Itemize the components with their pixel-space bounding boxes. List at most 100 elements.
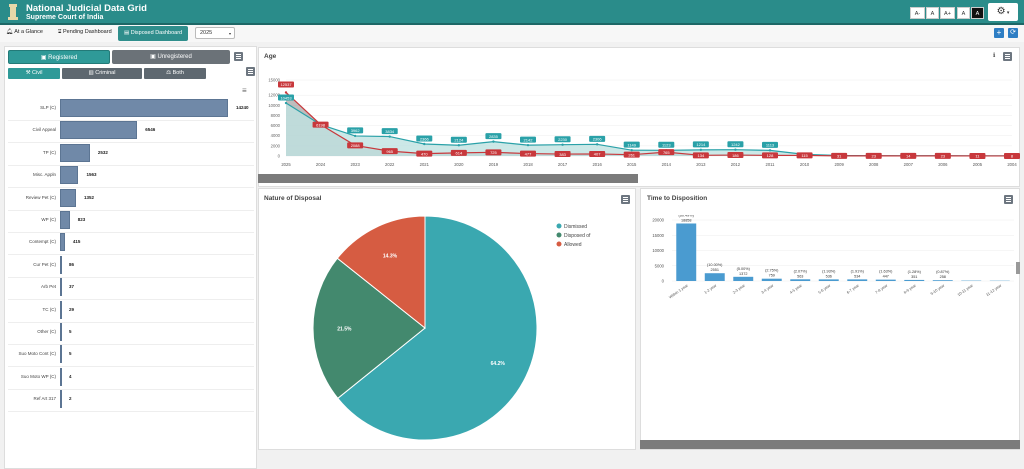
- disposal-menu-icon[interactable]: [621, 195, 630, 204]
- case-type-bar[interactable]: [60, 300, 62, 319]
- tab-registered[interactable]: ▣ Registered: [8, 50, 110, 64]
- time-menu-icon[interactable]: [1004, 195, 1013, 204]
- row-divider: [8, 344, 254, 345]
- case-type-bar[interactable]: [60, 345, 62, 364]
- case-type-bar[interactable]: [60, 255, 62, 274]
- case-type-bar[interactable]: [60, 323, 62, 341]
- x-tick-label: 2020: [454, 162, 464, 167]
- age-value-label: 2142: [524, 137, 534, 142]
- case-type-bar[interactable]: [60, 99, 228, 117]
- age-value-label: 10453: [280, 95, 292, 100]
- age-value-label: 31: [837, 154, 842, 159]
- case-type-bar[interactable]: [60, 166, 79, 185]
- panel-menu-icon[interactable]: [234, 52, 243, 61]
- case-icon: ▣: [40, 55, 47, 61]
- age-point: [561, 143, 564, 146]
- age-value-label: 14: [906, 154, 911, 159]
- case-type-bar[interactable]: [60, 367, 62, 386]
- age-point: [492, 140, 495, 143]
- case-type-value: 86: [69, 261, 75, 267]
- age-label-box: [347, 127, 364, 134]
- tab-criminal[interactable]: ▥ Criminal: [62, 68, 142, 79]
- x-tick-label: 5-6 year: [818, 283, 832, 295]
- light-theme-button[interactable]: A: [957, 7, 970, 19]
- case-type-label: Suo Moto Cont (C): [18, 351, 56, 357]
- nav-disposed-label: Disposed Dashboard: [130, 30, 183, 36]
- value-label: 536: [826, 274, 832, 278]
- case-type-bar[interactable]: [60, 233, 65, 252]
- legend-label: Dismissed: [564, 224, 587, 230]
- pie-slice: [336, 215, 426, 330]
- refresh-button[interactable]: ⟳: [1008, 28, 1018, 38]
- time-scrollbar[interactable]: [640, 440, 1020, 449]
- case-type-bar[interactable]: [60, 278, 62, 297]
- age-label-box: [554, 136, 571, 143]
- tab-unregistered[interactable]: ▣ Unregistered: [112, 50, 230, 64]
- percent-label: (2.75%): [765, 269, 779, 273]
- y-tick-label: 4000: [271, 133, 281, 138]
- grid-menu-icon[interactable]: [246, 67, 255, 76]
- age-value-label: 614: [456, 151, 463, 156]
- nav-at-a-glance[interactable]: 🔔︎ At a Glance: [6, 29, 43, 35]
- y-tick-label: 0: [278, 154, 281, 159]
- case-type-bar[interactable]: [60, 188, 76, 207]
- x-tick-label: 2004: [1007, 162, 1017, 167]
- document-icon: ▤: [124, 30, 130, 36]
- case-type-bar[interactable]: [60, 121, 138, 140]
- case-type-value: 29: [69, 306, 75, 312]
- value-label: 759: [769, 274, 775, 278]
- tab-both[interactable]: ⚖ Both: [144, 68, 206, 79]
- x-tick-label: 2008: [869, 162, 879, 167]
- age-value-label: 470: [421, 151, 428, 156]
- time-bar-chart: 0 5000 10000 15000 20000 (60.49%)18858 Within …: [652, 215, 1014, 300]
- age-point: [595, 143, 599, 146]
- age-value-label: 1242: [731, 142, 741, 147]
- age-point: [526, 143, 530, 147]
- row-divider: [8, 276, 254, 278]
- age-value-label: 2366: [420, 136, 430, 141]
- age-label-box: [278, 94, 294, 101]
- case-type-bar[interactable]: [60, 143, 90, 162]
- nav-pending-dashboard[interactable]: ⌛︎ Pending Dashboard: [58, 29, 112, 36]
- legend-marker: [556, 223, 562, 229]
- x-tick-label: 9-10 year: [930, 283, 946, 296]
- age-label-box: [589, 150, 606, 157]
- age-menu-icon[interactable]: [1003, 52, 1012, 61]
- scales-icon: ⚖: [166, 70, 172, 76]
- case-type-bar[interactable]: [60, 390, 62, 409]
- font-normal-button[interactable]: A: [926, 7, 939, 19]
- case-type-label: SLP (C): [40, 105, 56, 110]
- case-type-label: Review Pet (C): [25, 194, 56, 200]
- font-decrease-button[interactable]: A-: [910, 7, 925, 19]
- building-icon: ▥: [88, 70, 94, 76]
- year-select[interactable]: 2025 ▾: [195, 27, 235, 39]
- hamburger-icon[interactable]: ≡: [242, 86, 247, 95]
- percent-label: (1.93%): [822, 269, 836, 273]
- x-tick-label: 6-7 year: [846, 283, 860, 295]
- time-bar: [847, 279, 868, 281]
- case-type-bar[interactable]: [60, 211, 70, 229]
- nav-pending-label: Pending Dashboard: [63, 29, 112, 35]
- age-point: [457, 144, 461, 147]
- x-tick-label: 2022: [385, 162, 395, 167]
- age-panel: [258, 47, 1020, 187]
- age-label-box: [520, 150, 536, 157]
- age-value-label: 1214: [696, 142, 706, 147]
- x-tick-label: 8-9 year: [903, 283, 917, 295]
- x-tick-label: 2011: [765, 162, 775, 167]
- dark-theme-button[interactable]: A: [971, 7, 984, 19]
- age-scrollbar[interactable]: [258, 174, 638, 183]
- nav-disposed-dashboard[interactable]: ▤ Disposed Dashboard: [118, 26, 188, 41]
- time-side-scroll[interactable]: [1016, 262, 1020, 274]
- add-button[interactable]: +: [994, 28, 1004, 38]
- year-select-value: 2025: [200, 30, 213, 36]
- x-tick-label: 4-5 year: [789, 283, 803, 295]
- tab-civil[interactable]: ⚒ Civil: [8, 68, 60, 79]
- legend-label: Allowed: [564, 242, 582, 248]
- settings-button[interactable]: ⚙ ▾: [988, 3, 1018, 21]
- x-tick-label: 10-11 year: [957, 283, 975, 297]
- age-point: [699, 148, 703, 152]
- case-type-label: Contempt (C): [28, 239, 56, 245]
- case-type-label: Other (C): [37, 329, 56, 334]
- font-increase-button[interactable]: A+: [940, 7, 955, 19]
